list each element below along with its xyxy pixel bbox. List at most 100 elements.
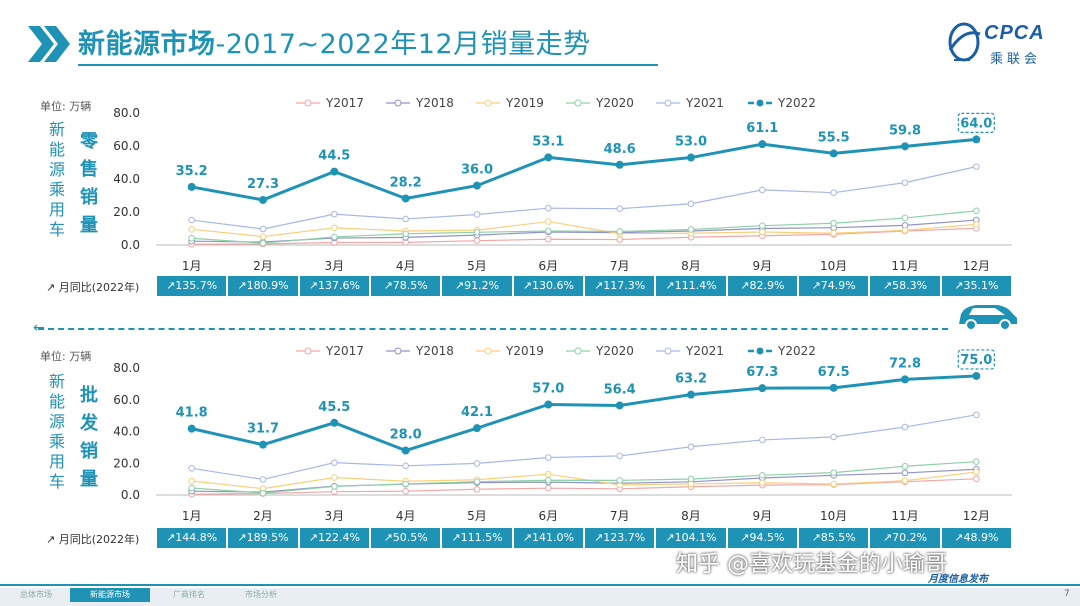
data-label: 44.5 — [318, 149, 350, 164]
footer-tab-overall[interactable]: 总体市场 — [20, 590, 52, 599]
data-point-y2019 — [545, 470, 552, 478]
data-point-y2022 — [259, 440, 267, 449]
data-point-y2017 — [402, 487, 409, 495]
yoy-cell: ↗48.9% — [941, 528, 1011, 548]
yoy-cell: ↗137.6% — [299, 276, 369, 296]
x-tick-label: 12月 — [963, 509, 990, 523]
data-point-y2021 — [759, 186, 766, 194]
trend-icon: ↗ — [383, 279, 393, 292]
data-label: 36.0 — [461, 163, 493, 178]
data-point-y2020 — [616, 477, 623, 484]
trend-icon: ↗ — [522, 531, 532, 544]
data-point-y2020 — [188, 234, 195, 242]
data-point-y2020 — [687, 226, 695, 233]
yoy-cell: ↗35.1% — [941, 276, 1011, 296]
legend-label: Y2019 — [505, 96, 544, 110]
data-point-y2022 — [187, 424, 196, 433]
data-point-y2022 — [259, 195, 267, 204]
series-line-y2020 — [191, 210, 977, 244]
data-label: 64.0 — [960, 116, 992, 131]
data-point-y2019 — [830, 480, 837, 488]
data-point-y2021 — [901, 179, 909, 186]
yoy-value: 117.3% — [603, 279, 646, 292]
yoy-cell: ↗85.5% — [799, 528, 869, 548]
data-point-y2019 — [545, 218, 552, 225]
yoy-label: ↗ 月同比(2022年) — [46, 279, 139, 295]
y-tick-label: 80.0 — [113, 361, 140, 375]
data-point-y2019 — [901, 477, 909, 485]
trend-icon: ↗ — [308, 531, 318, 544]
data-point-y2022 — [829, 383, 838, 392]
data-point-y2021 — [687, 443, 695, 451]
y-tick-label: 20.0 — [113, 205, 140, 219]
yoy-value: 144.8% — [175, 531, 218, 544]
trend-icon: ↗ — [811, 279, 821, 292]
side-label-char: 车 — [48, 220, 65, 239]
series-line-y2019 — [191, 220, 977, 238]
data-point-y2019 — [188, 226, 195, 233]
footer-tab-analysis[interactable]: 市场分析 — [245, 590, 277, 599]
data-point-y2021 — [259, 225, 267, 233]
yoy-cell: ↗104.1% — [656, 528, 726, 548]
yoy-cell: ↗58.3% — [870, 276, 940, 296]
yoy-value: 82.9% — [749, 279, 785, 292]
footer-tab-ranking[interactable]: 厂商排名 — [173, 590, 205, 599]
side-label-char: 用 — [48, 452, 65, 471]
legend-label: Y2021 — [685, 344, 724, 358]
data-label: 67.5 — [818, 365, 850, 380]
x-tick-label: 2月 — [253, 259, 273, 273]
yoy-value: 111.5% — [460, 531, 503, 544]
trend-icon: ↗ — [882, 531, 893, 544]
yoy-value: 122.4% — [317, 531, 360, 544]
series-line-y2022 — [191, 374, 977, 453]
chart-title-char: 批 — [80, 385, 98, 406]
trend-icon: ↗ — [811, 531, 821, 544]
data-point-y2020 — [545, 476, 552, 484]
footer-bar — [0, 588, 1080, 606]
data-point-y2021 — [830, 433, 837, 441]
data-point-y2020 — [331, 233, 338, 241]
data-label: 35.2 — [176, 164, 208, 179]
legend-label: Y2019 — [505, 344, 544, 358]
data-point-y2022 — [758, 140, 767, 149]
yoy-value: 94.5% — [749, 531, 785, 544]
data-point-y2020 — [259, 239, 267, 247]
side-label-char: 用 — [48, 200, 65, 219]
data-point-y2022 — [544, 153, 553, 162]
yoy-value: 137.6% — [317, 279, 360, 292]
series-line-y2022 — [191, 137, 977, 202]
data-point-y2022 — [473, 181, 481, 190]
yoy-cell: ↗130.6% — [513, 276, 583, 296]
legend-marker — [756, 99, 764, 107]
x-tick-label: 2月 — [253, 509, 273, 523]
yoy-value: 91.2% — [464, 279, 500, 292]
data-point-y2021 — [616, 205, 623, 212]
data-point-y2020 — [616, 228, 623, 235]
data-point-y2020 — [830, 219, 837, 227]
footer-tab-nev[interactable]: 新能源市场 — [70, 588, 150, 602]
x-tick-label: 12月 — [963, 259, 990, 273]
data-point-y2022 — [687, 153, 695, 162]
trend-icon: ↗ — [594, 531, 604, 544]
yoy-value: 48.9% — [963, 531, 999, 544]
yoy-value: 50.5% — [392, 531, 428, 544]
data-point-y2019 — [830, 229, 837, 237]
side-label-char: 新 — [48, 372, 65, 391]
data-point-y2022 — [615, 160, 624, 169]
side-label-char: 乘 — [48, 432, 65, 451]
yoy-value: 104.1% — [674, 531, 717, 544]
legend-marker — [484, 99, 492, 107]
yoy-cell: ↗111.5% — [442, 528, 512, 548]
data-point-y2019 — [973, 468, 980, 476]
y-tick-label: 0.0 — [121, 238, 140, 252]
trend-icon: ↗ — [454, 279, 465, 292]
trend-icon: ↗ — [166, 279, 176, 292]
y-tick-label: 80.0 — [113, 106, 140, 120]
data-point-y2022 — [901, 142, 909, 151]
yoy-cell: ↗74.9% — [799, 276, 869, 296]
yoy-cell: ↗180.9% — [228, 276, 298, 296]
x-tick-label: 7月 — [610, 509, 630, 523]
yoy-cell: ↗70.2% — [870, 528, 940, 548]
trend-icon: ↗ — [594, 279, 604, 292]
side-label-retail: 新能源乘用车 — [48, 120, 66, 240]
